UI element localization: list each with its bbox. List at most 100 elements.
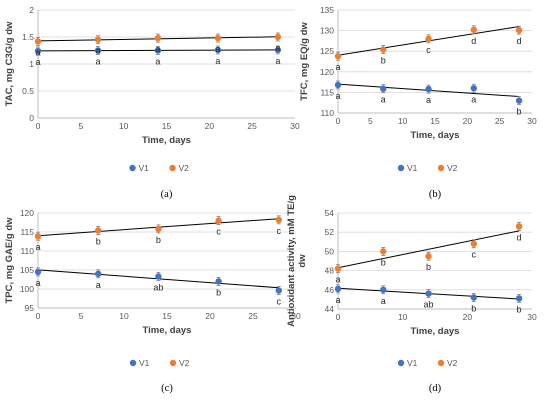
y-tick-label: 46 [325, 285, 335, 295]
panel-label: (c) [161, 383, 173, 394]
data-point-v2 [275, 216, 282, 224]
legend-marker-v2 [437, 359, 445, 367]
data-point-v2 [334, 52, 342, 60]
data-point-v1 [154, 47, 162, 54]
data-point-v1 [34, 47, 42, 55]
x-tick-label: 5 [78, 121, 83, 131]
significance-label-v1: a [471, 94, 476, 104]
significance-label-v2: a [335, 62, 340, 72]
x-tick-label: 30 [290, 121, 300, 131]
x-tick-label: 20 [463, 312, 473, 322]
data-point-v2 [34, 232, 42, 240]
x-tick-label: 30 [291, 311, 301, 321]
x-tick-label: 10 [398, 116, 408, 126]
y-tick-label: 110 [20, 246, 34, 256]
significance-label-v2: a [95, 46, 100, 56]
significance-label-v2: d [471, 36, 476, 46]
data-point-v1 [425, 290, 432, 297]
data-point-v2 [470, 26, 477, 33]
data-point-v2 [215, 217, 222, 224]
y-tick-label: 44 [325, 304, 335, 314]
chart-panel-b: 110 115 120 125 130 135 0 5 10 15 20 25 30 Time, days… [299, 5, 537, 200]
x-axis-label: Time, days [411, 326, 460, 337]
significance-label-v2: b [156, 235, 161, 245]
data-point-v2 [94, 36, 102, 43]
data-point-v1 [95, 270, 102, 277]
data-point-v1 [94, 47, 102, 54]
y-tick-label: 125 [320, 46, 334, 56]
significance-label-v1: a [95, 57, 100, 67]
y-tick-label: 2 [29, 5, 34, 15]
significance-label-v2: b [381, 56, 386, 66]
y-tick-label: 54 [325, 208, 335, 218]
legend-marker-v1 [397, 164, 405, 172]
x-tick-label: 15 [430, 116, 440, 126]
data-point-v2 [380, 46, 387, 53]
significance-label-v1: a [381, 95, 386, 105]
data-point-v1 [215, 278, 222, 285]
data-point-v2 [214, 34, 222, 42]
significance-label-v2: a [215, 44, 220, 54]
data-point-v1 [380, 286, 387, 293]
y-tick-label: 95 [25, 303, 35, 313]
panel-label: (a) [161, 189, 173, 200]
significance-label-v1: a [35, 57, 40, 67]
data-point-v1 [334, 285, 342, 293]
legend-marker-v2 [437, 164, 445, 172]
legend-marker-v1 [397, 359, 405, 367]
x-tick-label: 0 [336, 312, 341, 322]
x-tick-label: 25 [495, 116, 505, 126]
y-tick-label: 120 [20, 208, 34, 218]
y-axis-label: Antioxidant activity, mM TE/gdw [286, 195, 308, 327]
y-tick-label: 48 [325, 266, 335, 276]
data-point-v2 [155, 225, 162, 233]
significance-label-v2: b [96, 236, 101, 246]
significance-label-v1: a [381, 296, 386, 306]
data-point-v2 [515, 26, 523, 34]
data-point-v1 [470, 85, 477, 92]
data-point-v1 [515, 97, 523, 104]
significance-label-v1: b [517, 107, 522, 117]
y-tick-label: 1 [29, 59, 34, 69]
y-axis-label: TFC, mg EQ/g dw [299, 22, 310, 101]
data-point-v2 [515, 223, 523, 230]
data-point-v2 [334, 265, 342, 272]
x-tick-label: 20 [463, 116, 473, 126]
significance-label-v1: a [35, 278, 40, 288]
y-tick-label: 115 [20, 227, 34, 237]
data-point-v2 [34, 38, 42, 45]
significance-label-v1: a [335, 91, 340, 101]
x-tick-label: 20 [205, 121, 215, 131]
significance-label-v1: ab [424, 300, 434, 310]
x-tick-label: 25 [247, 121, 257, 131]
x-tick-label: 0 [336, 116, 341, 126]
significance-label-v1: b [471, 303, 476, 313]
x-axis-label: Time, days [142, 135, 191, 146]
legend-marker-v1 [129, 164, 136, 172]
significance-label-v2: c [472, 250, 477, 260]
data-point-v1 [515, 295, 523, 302]
data-point-v1 [425, 85, 432, 93]
y-tick-label: 105 [20, 265, 34, 275]
x-axis-label: Time, days [411, 130, 460, 141]
panel-label: (d) [429, 383, 442, 394]
data-point-v2 [380, 248, 387, 255]
significance-label-v1: a [155, 57, 160, 67]
significance-label-v2: b [426, 262, 431, 272]
y-tick-label: 100 [20, 284, 34, 294]
legend-label-v1: V1 [407, 163, 418, 173]
significance-label-v1: a [426, 95, 431, 105]
data-point-v1 [34, 268, 42, 276]
data-point-v1 [214, 46, 222, 54]
x-tick-label: 30 [527, 312, 537, 322]
significance-label-v1: a [96, 280, 101, 290]
legend-marker-v2 [169, 164, 176, 172]
x-tick-label: 20 [205, 311, 215, 321]
significance-label-v1: b [517, 304, 522, 314]
x-tick-label: 15 [162, 311, 172, 321]
x-axis-label: Time, days [143, 325, 192, 336]
legend-label-v1: V1 [407, 358, 418, 368]
significance-label-v2: a [275, 43, 280, 53]
x-tick-label: 0 [36, 121, 41, 131]
